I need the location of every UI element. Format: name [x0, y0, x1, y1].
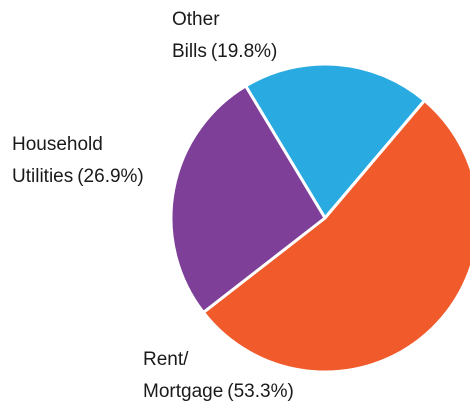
label-line: Rent/: [143, 349, 189, 370]
category-label: Rent/: [143, 349, 189, 370]
value-label: (19.8%): [211, 41, 278, 62]
slice-label: Household Utilities (26.9%): [12, 134, 144, 187]
category-label: Mortgage: [143, 381, 223, 402]
pie-slice: [201, 99, 470, 374]
slice-label: Rent/Mortgage (53.3%): [143, 349, 294, 402]
value-label: (26.9%): [77, 166, 144, 187]
label-line: Mortgage (53.3%): [143, 381, 294, 402]
category-label: Household: [12, 134, 103, 155]
category-label: Utilities: [12, 166, 73, 187]
label-line: Household: [12, 134, 103, 155]
category-label: Bills: [172, 41, 207, 62]
label-line: Utilities (26.9%): [12, 166, 144, 187]
pie-slice: [169, 84, 327, 314]
category-label: Other: [172, 9, 220, 30]
slice-label: Other Bills (19.8%): [172, 9, 277, 62]
pie-slice: [244, 62, 427, 220]
label-line: Other: [172, 9, 220, 30]
value-label: (53.3%): [227, 381, 294, 402]
label-line: Bills (19.8%): [172, 41, 277, 62]
